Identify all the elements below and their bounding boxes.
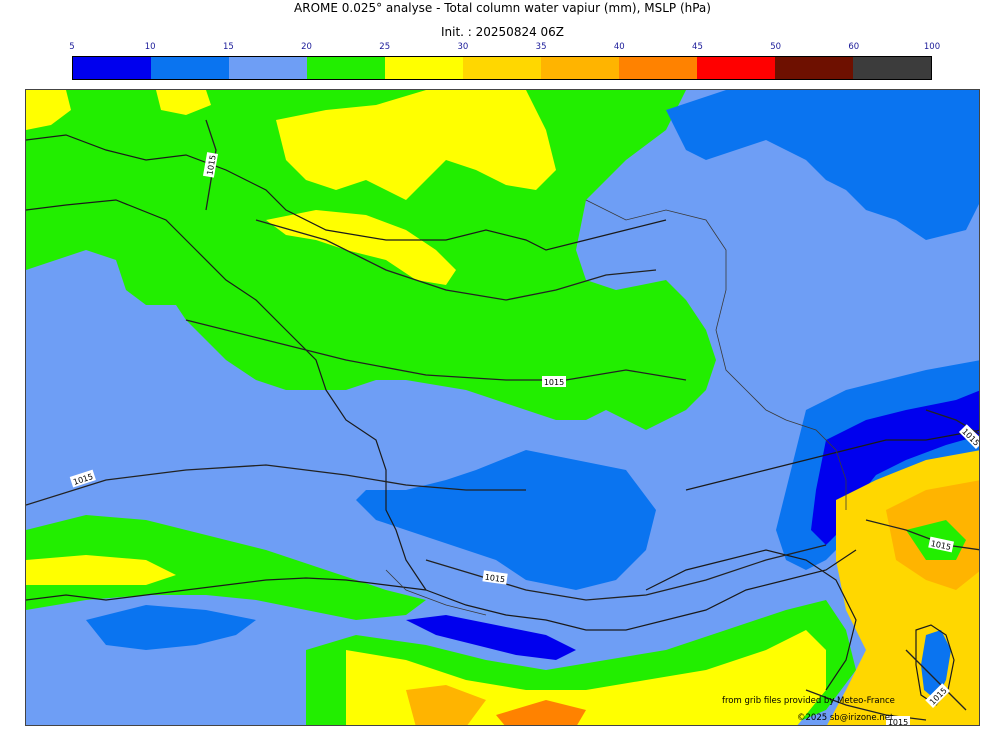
colorbar-tick-label: 50 [770, 42, 782, 52]
colorbar-tick-label: 60 [848, 42, 860, 52]
tcwv-region-yellow-sw [26, 555, 176, 585]
tcwv-region-yellow-paris [266, 210, 456, 285]
colorbar-swatch [463, 57, 541, 79]
isobar-label: 1015 [888, 718, 908, 726]
colorbar-tick-label: 5 [69, 42, 75, 52]
colorbar-swatch [775, 57, 853, 79]
coastlines [26, 134, 979, 706]
colorbar-tick-label: 35 [535, 42, 547, 52]
colorbar-swatch [385, 57, 463, 79]
colorbar-tick-label: 30 [457, 42, 469, 52]
colorbar-swatch [853, 57, 931, 79]
tcwv-region-blue-pyrenees [406, 615, 576, 660]
colorbar-swatch [541, 57, 619, 79]
isobar-label: 1015 [484, 573, 505, 585]
colorbar-tick-label: 10 [144, 42, 156, 52]
isobar-1015-corsica [905, 649, 967, 711]
colorbar-tick-labels: 5 10 15 20 25 30 35 40 45 50 60 100 [69, 42, 940, 54]
tcwv-region-green-sw [26, 515, 426, 620]
tcwv-region-orange-south [406, 685, 486, 725]
colorbar-tick-label: 25 [379, 42, 391, 52]
isobar-1015-mid [185, 319, 687, 381]
isobar-labels: 1015 1015 1015 1015 1015 1015 [69, 152, 979, 726]
isobar-1015-central [26, 464, 526, 506]
isobar-label: 1015 [205, 154, 217, 176]
isobar-1015-north [255, 219, 657, 301]
tcwv-region-yellow-uk [156, 90, 211, 115]
map-title: AROME 0.025° analyse - Total column wate… [294, 1, 711, 15]
tcwv-region-corsica [921, 630, 951, 700]
colorbar-swatch [697, 57, 775, 79]
borders [385, 199, 847, 616]
colorbar-swatch [73, 57, 151, 79]
tcwv-region-yellow-nw [26, 90, 71, 130]
tcwv-region-darkblue-alps [811, 390, 979, 545]
colorbar-swatch [151, 57, 229, 79]
colorbar-tick-label: 45 [692, 42, 703, 52]
isobar-1015-se [865, 519, 979, 551]
colorbar-swatch [307, 57, 385, 79]
tcwv-region-darkorange-south [496, 700, 586, 725]
colorbar [72, 56, 932, 80]
isobar-label: 1015 [930, 539, 952, 552]
credit-copyright: ©2025 sb@irizone.net [797, 713, 894, 723]
weather-map: 1015 1015 1015 1015 1015 1015 [25, 89, 980, 726]
tcwv-region-blue-spain [86, 605, 256, 650]
colorbar-tick-label: 15 [222, 42, 234, 52]
colorbar-tick-label: 40 [613, 42, 625, 52]
tcwv-region-blue-east [666, 90, 979, 240]
colorbar-tick-label: 100 [923, 42, 941, 52]
tcwv-region-blue-central [356, 450, 656, 590]
tcwv-region-yellow-channel [276, 90, 556, 200]
isobar-1015-alps [925, 409, 979, 435]
colorbar-swatch [229, 57, 307, 79]
credit-data-source: from grib files provided by Meteo-France [722, 696, 895, 706]
init-time-subtitle: Init. : 20250824 06Z [440, 25, 565, 39]
colorbar-swatch [619, 57, 697, 79]
colorbar-tick-label: 20 [301, 42, 312, 52]
isobar-label: 1015 [544, 378, 564, 387]
